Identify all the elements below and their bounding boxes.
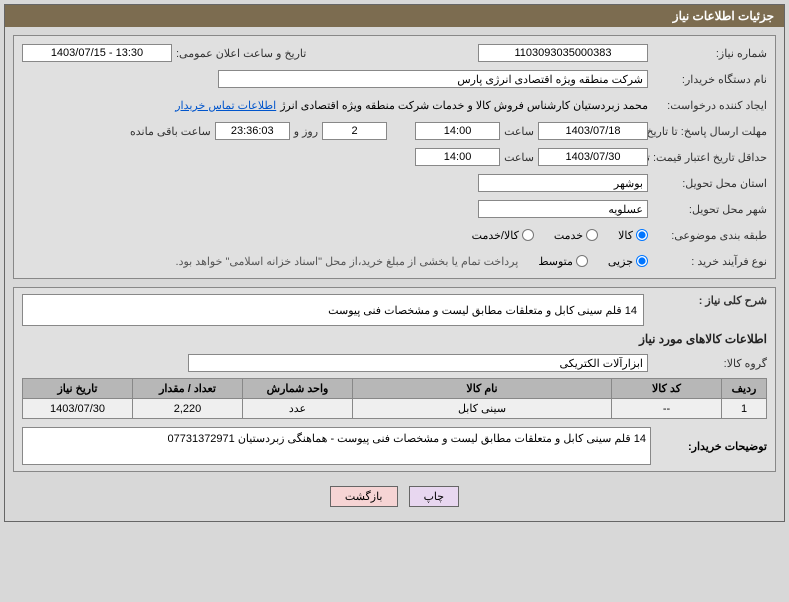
row-reply-deadline: مهلت ارسال پاسخ: تا تاریخ: ساعت روز و سا…	[22, 120, 767, 142]
field-reply-date[interactable]	[538, 122, 648, 140]
lbl-category: طبقه بندی موضوعی:	[652, 229, 767, 242]
row-requester: ایجاد کننده درخواست: محمد زبردستیان کارش…	[22, 94, 767, 116]
lbl-need-no: شماره نیاز:	[652, 47, 767, 60]
lbl-purchase-type: نوع فرآیند خرید :	[652, 255, 767, 268]
button-bar: چاپ بازگشت	[13, 480, 776, 513]
lbl-reply-deadline: مهلت ارسال پاسخ: تا تاریخ:	[652, 125, 767, 138]
cell-name: سینی کابل	[353, 399, 612, 419]
field-buyer-notes[interactable]	[22, 427, 651, 465]
section-goods-info: اطلاعات کالاهای مورد نیاز	[22, 332, 767, 346]
field-announce-dt[interactable]	[22, 44, 172, 62]
row-need-desc: شرح کلی نیاز :	[22, 294, 767, 326]
treasury-note: پرداخت تمام یا بخشی از مبلغ خرید،از محل …	[176, 255, 519, 268]
radio-cat-both[interactable]: کالا/خدمت	[472, 229, 534, 242]
panel-title: جزئیات اطلاعات نیاز	[673, 9, 774, 23]
field-province[interactable]	[478, 174, 648, 192]
th-row: ردیف	[722, 379, 767, 399]
lbl-goods-group: گروه کالا:	[652, 357, 767, 370]
field-city[interactable]	[478, 200, 648, 218]
radio-pt-medium[interactable]: متوسط	[538, 255, 588, 268]
field-validity-date[interactable]	[538, 148, 648, 166]
lbl-buyer-org: نام دستگاه خریدار:	[652, 73, 767, 86]
cell-row: 1	[722, 399, 767, 419]
th-name: نام کالا	[353, 379, 612, 399]
lbl-need-desc: شرح کلی نیاز :	[652, 294, 767, 326]
lbl-province: استان محل تحویل:	[652, 177, 767, 190]
row-price-validity: حداقل تاریخ اعتبار قیمت: تا تاریخ: ساعت	[22, 146, 767, 168]
main-panel: جزئیات اطلاعات نیاز شماره نیاز: تاریخ و …	[4, 4, 785, 522]
th-unit: واحد شمارش	[243, 379, 353, 399]
lbl-price-validity: حداقل تاریخ اعتبار قیمت: تا تاریخ:	[652, 151, 767, 164]
field-need-desc[interactable]	[22, 294, 644, 326]
panel-body: شماره نیاز: تاریخ و ساعت اعلان عمومی: نا…	[5, 27, 784, 521]
lbl-reply-time: ساعت	[504, 125, 534, 138]
row-goods-group: گروه کالا:	[22, 352, 767, 374]
th-qty: تعداد / مقدار	[133, 379, 243, 399]
field-validity-time[interactable]	[415, 148, 500, 166]
row-need-no: شماره نیاز: تاریخ و ساعت اعلان عمومی:	[22, 42, 767, 64]
th-date: تاریخ نیاز	[23, 379, 133, 399]
goods-table: ردیف کد کالا نام کالا واحد شمارش تعداد /…	[22, 378, 767, 419]
lbl-validity-time: ساعت	[504, 151, 534, 164]
back-button[interactable]: بازگشت	[330, 486, 398, 507]
cell-unit: عدد	[243, 399, 353, 419]
field-goods-group[interactable]	[188, 354, 648, 372]
field-remain-hms[interactable]	[215, 122, 290, 140]
lbl-remaining: ساعت باقی مانده	[130, 125, 211, 138]
cell-code: --	[612, 399, 722, 419]
cell-qty: 2,220	[133, 399, 243, 419]
form-box-desc: شرح کلی نیاز : اطلاعات کالاهای مورد نیاز…	[13, 287, 776, 472]
row-buyer-notes: توضیحات خریدار:	[22, 427, 767, 465]
field-need-no[interactable]	[478, 44, 648, 62]
lbl-announce-dt: تاریخ و ساعت اعلان عمومی:	[176, 47, 306, 60]
lbl-day-and: روز و	[294, 125, 318, 138]
lbl-buyer-notes: توضیحات خریدار:	[657, 427, 767, 465]
panel-header: جزئیات اطلاعات نیاز	[5, 5, 784, 27]
field-reply-time[interactable]	[415, 122, 500, 140]
radio-cat-service[interactable]: خدمت	[554, 229, 598, 242]
field-buyer-org[interactable]	[218, 70, 648, 88]
print-button[interactable]: چاپ	[409, 486, 460, 507]
radio-pt-partial[interactable]: جزیی	[608, 255, 648, 268]
lbl-requester: ایجاد کننده درخواست:	[652, 99, 767, 112]
table-header-row: ردیف کد کالا نام کالا واحد شمارش تعداد /…	[23, 379, 767, 399]
form-box-main: شماره نیاز: تاریخ و ساعت اعلان عمومی: نا…	[13, 35, 776, 279]
row-category: طبقه بندی موضوعی: کالا خدمت کالا/خدمت	[22, 224, 767, 246]
row-buyer-org: نام دستگاه خریدار:	[22, 68, 767, 90]
cell-date: 1403/07/30	[23, 399, 133, 419]
lbl-city: شهر محل تحویل:	[652, 203, 767, 216]
table-row[interactable]: 1 -- سینی کابل عدد 2,220 1403/07/30	[23, 399, 767, 419]
row-purchase-type: نوع فرآیند خرید : جزیی متوسط پرداخت تمام…	[22, 250, 767, 272]
val-requester: محمد زبردستیان کارشناس فروش کالا و خدمات…	[280, 99, 648, 112]
link-buyer-contact[interactable]: اطلاعات تماس خریدار	[175, 99, 276, 112]
row-city: شهر محل تحویل:	[22, 198, 767, 220]
row-province: استان محل تحویل:	[22, 172, 767, 194]
field-remain-days[interactable]	[322, 122, 387, 140]
th-code: کد کالا	[612, 379, 722, 399]
radio-cat-goods[interactable]: کالا	[618, 229, 648, 242]
